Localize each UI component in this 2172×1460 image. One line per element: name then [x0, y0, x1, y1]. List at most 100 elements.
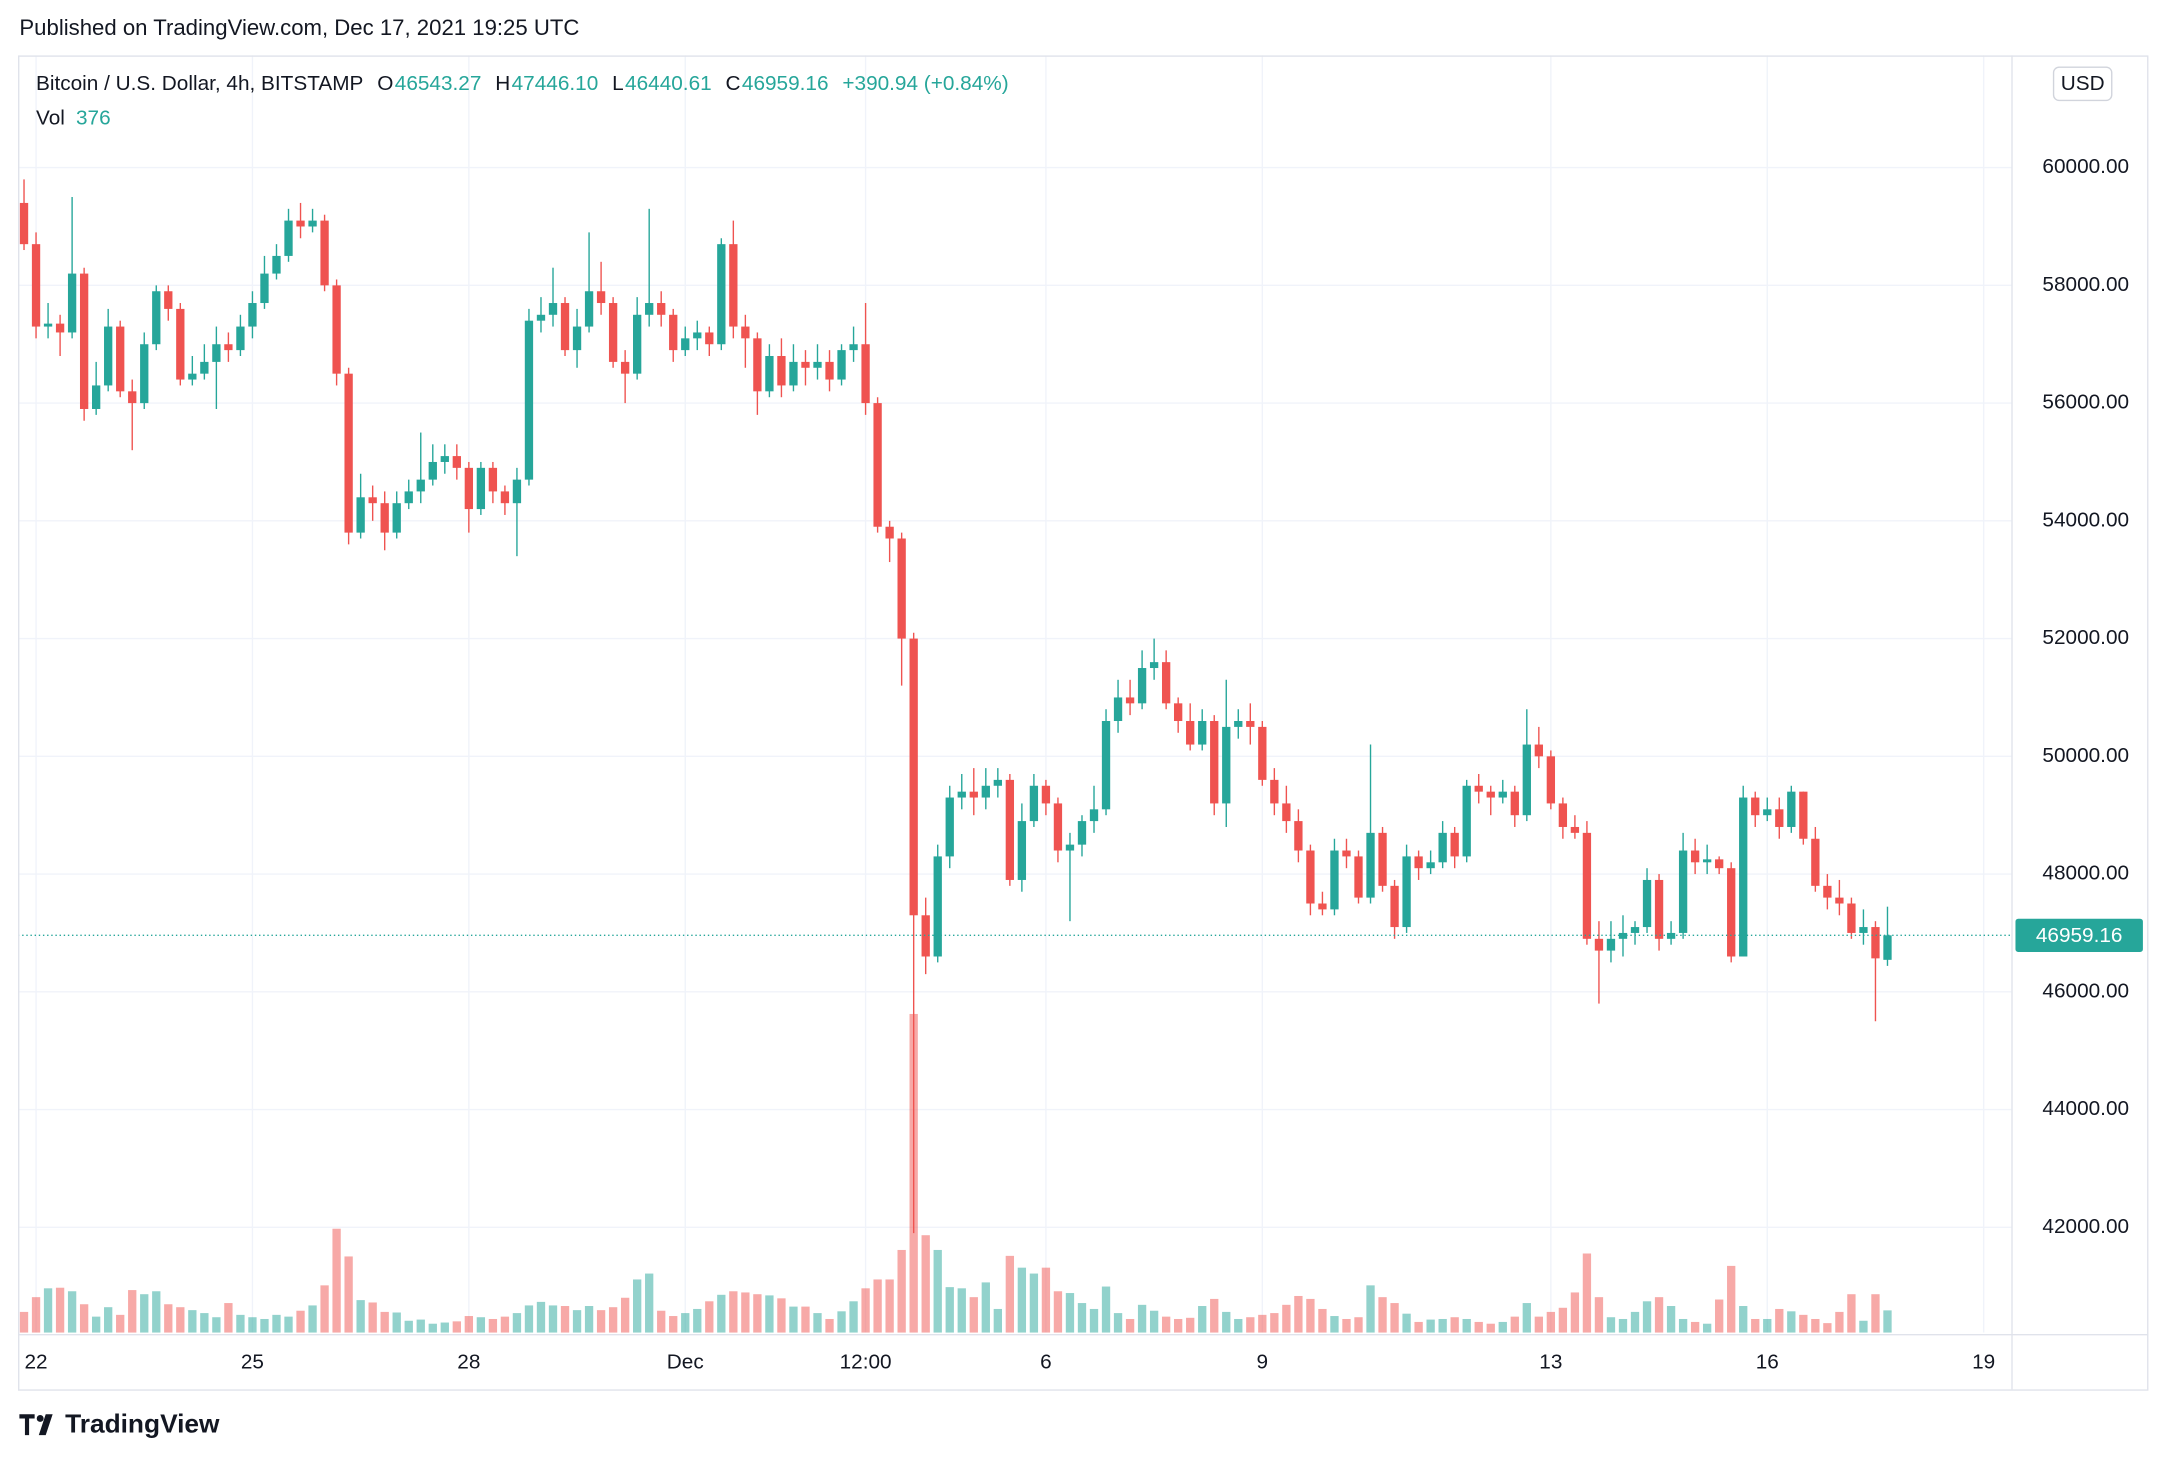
- volume-bar: [524, 1305, 534, 1333]
- candle-body: [296, 220, 305, 227]
- candle-body: [1630, 927, 1640, 933]
- candle-body: [140, 344, 149, 404]
- candle-body: [92, 385, 101, 409]
- candle-body: [584, 291, 594, 327]
- volume-bar: [1306, 1298, 1315, 1333]
- candle-body: [1702, 859, 1712, 863]
- y-tick-label: 44000.00: [2042, 1097, 2129, 1120]
- candle-body: [645, 303, 654, 315]
- volume-bar: [308, 1305, 317, 1333]
- candle-body: [669, 314, 678, 351]
- candle-body: [1210, 721, 1219, 804]
- candle-body: [464, 467, 474, 510]
- candle-body: [416, 479, 425, 492]
- volume-bar: [1811, 1318, 1820, 1333]
- volume-bar: [1606, 1317, 1616, 1333]
- candle-body: [1666, 932, 1676, 939]
- candle-body: [1739, 797, 1748, 957]
- ohlc-value: 46543.27: [395, 72, 482, 95]
- volume-bar: [1486, 1323, 1495, 1333]
- volume-bar: [1125, 1318, 1135, 1333]
- candle-body: [128, 391, 137, 404]
- volume-bar: [140, 1294, 149, 1333]
- volume-bar: [380, 1311, 389, 1333]
- volume-bar: [753, 1294, 762, 1333]
- x-tick-label: 13: [1539, 1351, 1562, 1374]
- volume-bar: [344, 1256, 353, 1333]
- currency-label[interactable]: USD: [2061, 72, 2105, 95]
- volume-bar: [79, 1304, 89, 1333]
- ohlc-label: O: [377, 72, 393, 95]
- candle-body: [1282, 803, 1291, 822]
- candle-body: [1065, 844, 1075, 851]
- volume-bar: [188, 1310, 197, 1333]
- candle-body: [1342, 850, 1351, 857]
- candle-body: [260, 273, 269, 304]
- volume-label: Vol: [36, 107, 65, 130]
- candle-body: [789, 361, 798, 386]
- candle-body: [1041, 785, 1051, 804]
- volume-bar: [1570, 1292, 1580, 1333]
- y-tick-label: 46000.00: [2042, 979, 2129, 1002]
- volume-bar: [1582, 1253, 1592, 1333]
- candle-body: [957, 791, 966, 798]
- candle-body: [1582, 832, 1592, 939]
- volume-bar: [969, 1297, 978, 1333]
- candle-body: [428, 461, 437, 480]
- y-tick-label: 54000.00: [2042, 508, 2129, 531]
- y-tick-label: 48000.00: [2042, 862, 2129, 885]
- volume-bar: [296, 1310, 305, 1333]
- candle-body: [476, 467, 486, 510]
- volume-bar: [1715, 1299, 1724, 1333]
- candle-body: [164, 291, 173, 309]
- volume-bar: [1654, 1297, 1664, 1333]
- candle-body: [861, 344, 870, 404]
- volume-bar: [1594, 1297, 1604, 1333]
- volume-bar: [1751, 1318, 1760, 1333]
- candle-body: [1125, 697, 1135, 704]
- candle-body: [392, 503, 401, 533]
- candle-body: [488, 467, 498, 492]
- candle-body: [19, 202, 29, 245]
- candle-body: [873, 403, 882, 527]
- candle-body: [933, 856, 942, 957]
- currency-button[interactable]: [2052, 66, 2113, 102]
- volume-bar: [1727, 1265, 1736, 1333]
- candle-body: [500, 491, 510, 504]
- candle-body: [452, 456, 461, 468]
- candle-body: [284, 220, 293, 256]
- volume-bar: [248, 1317, 257, 1333]
- volume-bar: [1029, 1273, 1039, 1333]
- candle-body: [1522, 744, 1531, 816]
- candle-body: [1690, 850, 1700, 863]
- volume-bar: [1666, 1306, 1676, 1333]
- volume-bar: [1678, 1318, 1688, 1333]
- grid-layer: [18, 55, 2012, 1333]
- candle-body: [849, 344, 858, 351]
- candle-body: [681, 338, 690, 351]
- volume-bar: [957, 1288, 966, 1333]
- volume-bar: [1053, 1291, 1063, 1333]
- candle-body: [1101, 721, 1111, 810]
- y-tick-label: 60000.00: [2042, 155, 2129, 178]
- candle-body: [332, 285, 341, 374]
- volume-bar: [873, 1279, 882, 1333]
- candle-body: [560, 303, 570, 351]
- logo-mark: [36, 1414, 44, 1422]
- candle-body: [1246, 721, 1255, 727]
- volume-bar: [224, 1303, 233, 1333]
- candle-body: [1486, 791, 1495, 798]
- candle-body: [1330, 850, 1339, 910]
- volume-bar: [741, 1292, 750, 1333]
- candle-body: [969, 791, 978, 798]
- volume-bar: [789, 1306, 798, 1333]
- volume-bar: [1498, 1321, 1507, 1333]
- volume-bar: [1210, 1298, 1219, 1333]
- candle-body: [1594, 938, 1604, 951]
- logo-mark: [19, 1414, 35, 1436]
- candle-body: [620, 361, 630, 374]
- candle-body: [909, 638, 918, 916]
- candle-body: [1438, 832, 1447, 863]
- volume-bar: [152, 1291, 161, 1333]
- candle-body: [777, 356, 786, 386]
